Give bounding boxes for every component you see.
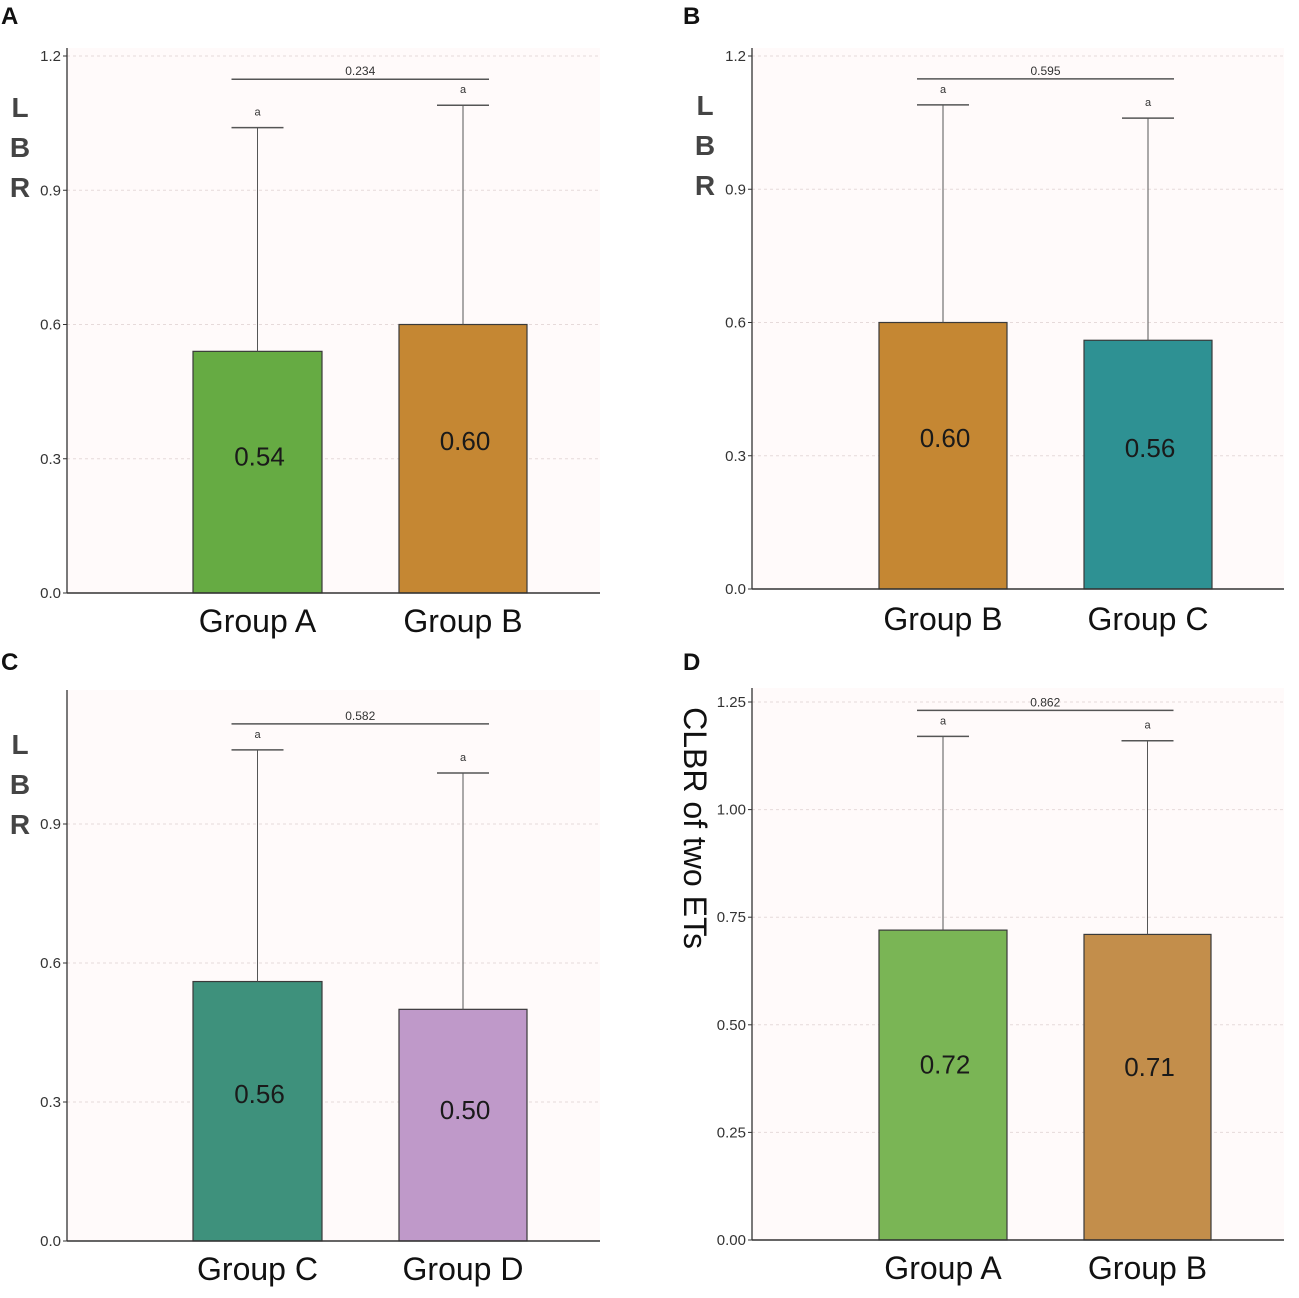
significance-letter: a bbox=[940, 84, 947, 96]
y-tick-label: 0.00 bbox=[717, 1232, 746, 1249]
y-tick-label: 0.75 bbox=[717, 909, 746, 926]
bar-value-label: 0.50 bbox=[440, 1095, 491, 1125]
p-value-label: 0.862 bbox=[1030, 695, 1060, 709]
y-tick-label: 1.2 bbox=[40, 48, 61, 65]
panel-label: C bbox=[1, 649, 18, 676]
y-tick-label: 1.25 bbox=[717, 694, 746, 711]
bar bbox=[398, 1008, 528, 1242]
bar-value-label: 0.54 bbox=[234, 441, 285, 471]
x-tick-label: Group B bbox=[403, 603, 522, 639]
bar-value-label: 0.60 bbox=[920, 423, 971, 453]
y-axis-label-letter: R bbox=[695, 170, 715, 201]
y-tick-label: 1.2 bbox=[725, 48, 746, 65]
y-tick-label: 0.3 bbox=[40, 451, 61, 468]
y-axis-label-letter: R bbox=[10, 809, 30, 840]
x-tick-label: Group C bbox=[197, 1251, 318, 1287]
p-value-label: 0.234 bbox=[345, 64, 375, 78]
bar-value-label: 0.56 bbox=[1125, 433, 1176, 463]
y-axis-label-letter: L bbox=[11, 92, 28, 123]
bar-value-label: 0.56 bbox=[234, 1079, 285, 1109]
p-value-label: 0.582 bbox=[345, 709, 375, 723]
y-tick-label: 0.0 bbox=[40, 585, 61, 602]
bar bbox=[878, 929, 1008, 1241]
y-tick-label: 0.3 bbox=[40, 1094, 61, 1111]
y-axis-label-letter: B bbox=[10, 132, 30, 163]
y-axis-label-letter: L bbox=[11, 729, 28, 760]
x-tick-label: Group B bbox=[1088, 1250, 1207, 1286]
panel-label: A bbox=[1, 3, 18, 30]
x-tick-label: Group C bbox=[1088, 601, 1209, 637]
y-tick-label: 0.6 bbox=[40, 317, 61, 334]
significance-letter: a bbox=[460, 752, 467, 764]
significance-letter: a bbox=[460, 84, 467, 96]
x-tick-label: Group D bbox=[403, 1251, 524, 1287]
y-tick-label: 0.9 bbox=[725, 181, 746, 198]
significance-letter: a bbox=[1145, 97, 1152, 109]
bar bbox=[192, 350, 323, 594]
y-tick-label: 0.0 bbox=[725, 581, 746, 598]
y-tick-label: 0.9 bbox=[40, 816, 61, 833]
y-tick-label: 0.50 bbox=[717, 1017, 746, 1034]
x-tick-label: Group A bbox=[884, 1250, 1002, 1286]
y-axis-label-letter: L bbox=[696, 90, 713, 121]
significance-letter: a bbox=[1144, 720, 1151, 732]
significance-letter: a bbox=[254, 107, 261, 119]
y-axis-label-letter: B bbox=[10, 769, 30, 800]
y-tick-label: 1.00 bbox=[717, 802, 746, 819]
y-tick-label: 0.3 bbox=[725, 448, 746, 465]
bar-value-label: 0.72 bbox=[920, 1049, 971, 1079]
p-value-label: 0.595 bbox=[1030, 64, 1060, 78]
bar bbox=[878, 321, 1008, 590]
y-tick-label: 0.6 bbox=[725, 315, 746, 332]
y-axis-label-letter: B bbox=[695, 130, 715, 161]
y-tick-label: 0.0 bbox=[40, 1233, 61, 1250]
x-tick-label: Group A bbox=[199, 603, 317, 639]
x-tick-label: Group B bbox=[883, 601, 1002, 637]
y-tick-label: 0.25 bbox=[717, 1124, 746, 1141]
y-axis-label-letter: R bbox=[10, 172, 30, 203]
bar-value-label: 0.71 bbox=[1124, 1052, 1175, 1082]
bar bbox=[192, 980, 323, 1242]
bar-value-label: 0.60 bbox=[440, 426, 491, 456]
panel-label: D bbox=[683, 649, 700, 676]
y-tick-label: 0.6 bbox=[40, 955, 61, 972]
bar bbox=[398, 323, 528, 594]
bar bbox=[1083, 339, 1213, 590]
y-tick-label: 0.9 bbox=[40, 182, 61, 199]
significance-letter: a bbox=[940, 715, 947, 727]
y-axis-label: CLBR of two ETs bbox=[677, 707, 713, 949]
significance-letter: a bbox=[254, 729, 261, 741]
bar bbox=[1083, 933, 1212, 1241]
panel-label: B bbox=[683, 3, 700, 30]
